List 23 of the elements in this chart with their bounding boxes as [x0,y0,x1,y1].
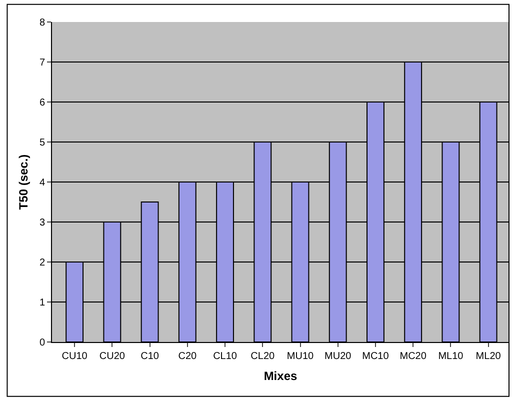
y-tick-label: 1 [39,298,46,308]
x-tick-label: C10 [140,351,160,362]
y-tick-label: 6 [39,98,46,108]
x-tick-label: CL20 [250,351,276,362]
y-axis-title: T50 (sec.) [16,154,31,210]
x-tick-label: MC10 [362,351,390,362]
x-tick-label: CU20 [99,351,126,362]
x-tick-label: ML20 [476,351,502,362]
y-tick-label: 8 [39,18,46,28]
y-tick-label: 7 [39,58,46,68]
x-tick-label: MU20 [324,351,352,362]
y-tick-label: 2 [39,258,46,268]
y-tick-label: 0 [39,338,46,348]
x-tick-label: MU10 [286,351,314,362]
y-tick-label: 5 [39,138,46,148]
x-tick-label: CU10 [62,351,88,362]
y-tick-label: 3 [39,218,46,228]
x-tick-label: C20 [178,351,198,362]
x-axis-title: Mixes [264,368,298,383]
y-tick-label: 4 [39,178,46,188]
x-tick-label: MC20 [400,351,427,362]
x-tick-label: CL10 [213,351,238,362]
x-tick-label: ML10 [438,351,464,362]
